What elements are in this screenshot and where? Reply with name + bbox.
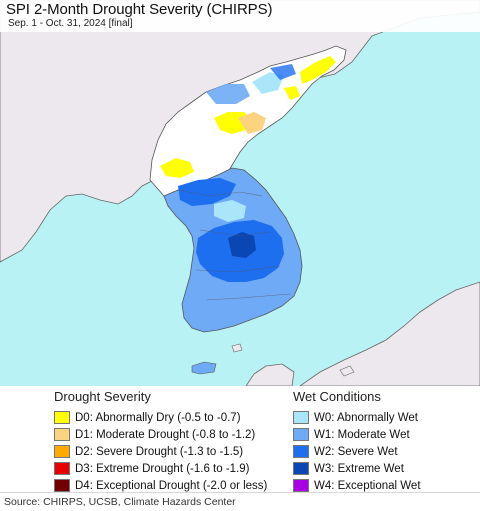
legend-item-w0: W0: Abnormally Wet: [293, 409, 421, 426]
extreme-wet-core: [228, 232, 256, 258]
swatch-w4: [293, 479, 309, 492]
legend-item-w2: W2: Severe Wet: [293, 443, 421, 460]
swatch-w0: [293, 411, 309, 424]
source-bar: Source: CHIRPS, UCSB, Climate Hazards Ce…: [0, 492, 480, 511]
swatch-d4: [54, 479, 70, 492]
swatch-w2: [293, 445, 309, 458]
swatch-w3: [293, 462, 309, 475]
legend-item-d0: D0: Abnormally Dry (-0.5 to -0.7): [54, 409, 267, 426]
legend-item-d3: D3: Extreme Drought (-1.6 to -1.9): [54, 460, 267, 477]
swatch-d3: [54, 462, 70, 475]
wet-patch-north-b: [252, 72, 284, 94]
map-subtitle: Sep. 1 - Oct. 31, 2024 [final]: [8, 18, 133, 29]
legend-item-d4: D4: Exceptional Drought (-2.0 or less): [54, 477, 267, 494]
legend-wet: Wet Conditions W0: Abnormally Wet W1: Mo…: [293, 389, 421, 494]
japan-land: [299, 281, 480, 386]
wet-patch-north-c: [270, 64, 296, 80]
legend-drought: Drought Severity D0: Abnormally Dry (-0.…: [54, 389, 267, 494]
legend-label-d0: D0: Abnormally Dry (-0.5 to -0.7): [75, 411, 241, 424]
moderate-patch-central: [238, 112, 266, 134]
dry-patch-west: [160, 158, 194, 178]
dry-patch-small: [284, 86, 300, 100]
legend-label-d4: D4: Exceptional Drought (-2.0 or less): [75, 479, 268, 492]
swatch-d1: [54, 428, 70, 441]
abnormal-wet-patch: [214, 200, 246, 222]
legend: Drought Severity D0: Abnormally Dry (-0.…: [0, 386, 480, 492]
legend-item-w1: W1: Moderate Wet: [293, 426, 421, 443]
legend-drought-heading: Drought Severity: [54, 389, 151, 404]
map-title: SPI 2-Month Drought Severity (CHIRPS): [6, 1, 273, 18]
jeju-island: [191, 361, 217, 375]
province-lines: [177, 189, 291, 301]
legend-label-d3: D3: Extreme Drought (-1.6 to -1.9): [75, 462, 250, 475]
severe-wet-north: [178, 178, 236, 206]
legend-label-d1: D1: Moderate Drought (-0.8 to -1.2): [75, 428, 256, 441]
swatch-d0: [54, 411, 70, 424]
japan-islands: [231, 343, 355, 377]
title-block: SPI 2-Month Drought Severity (CHIRPS) Se…: [0, 0, 480, 32]
legend-label-w0: W0: Abnormally Wet: [314, 411, 418, 424]
source-credit: Source: CHIRPS, UCSB, Climate Hazards Ce…: [4, 496, 236, 508]
legend-label-w1: W1: Moderate Wet: [314, 428, 410, 441]
swatch-w1: [293, 428, 309, 441]
legend-label-w4: W4: Exceptional Wet: [314, 479, 421, 492]
wet-patch-north-a: [206, 84, 250, 104]
legend-item-d2: D2: Severe Drought (-1.3 to -1.5): [54, 443, 267, 460]
legend-label-w2: W2: Severe Wet: [314, 445, 398, 458]
dry-patch-northeast: [300, 56, 336, 84]
japan-kyushu: [245, 363, 295, 386]
legend-item-d1: D1: Moderate Drought (-0.8 to -1.2): [54, 426, 267, 443]
drought-map: [0, 0, 480, 386]
legend-wet-heading: Wet Conditions: [293, 389, 381, 404]
legend-label-d2: D2: Severe Drought (-1.3 to -1.5): [75, 445, 244, 458]
legend-item-w4: W4: Exceptional Wet: [293, 477, 421, 494]
legend-label-w3: W3: Extreme Wet: [314, 462, 404, 475]
map-canvas: [0, 0, 480, 386]
legend-item-w3: W3: Extreme Wet: [293, 460, 421, 477]
swatch-d2: [54, 445, 70, 458]
